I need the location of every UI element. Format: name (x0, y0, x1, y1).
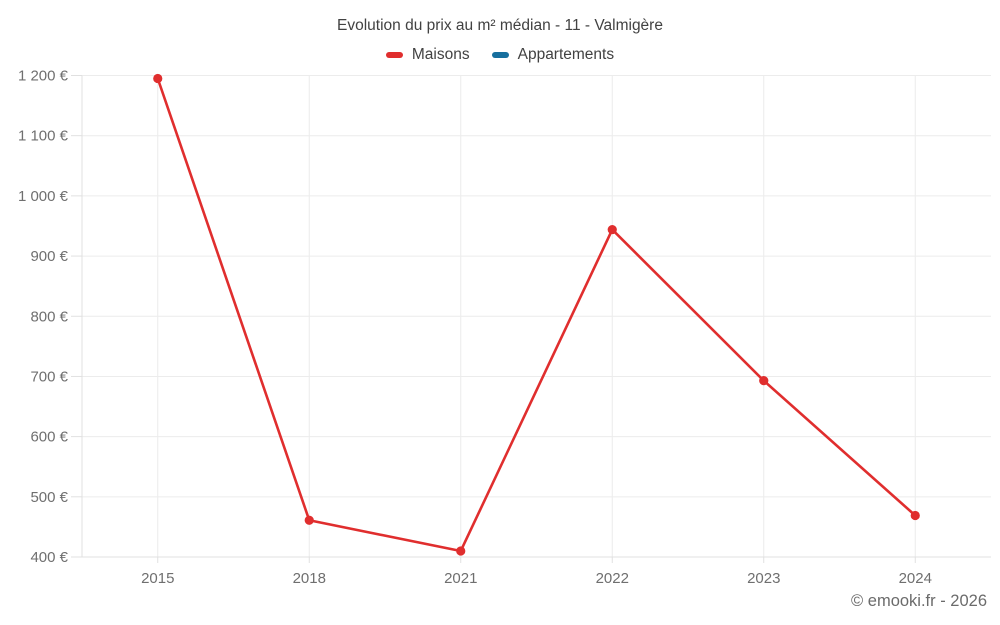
svg-text:1 000 €: 1 000 € (18, 188, 69, 205)
legend-label-maisons: Maisons (411, 46, 470, 63)
svg-text:600 €: 600 € (30, 429, 68, 446)
svg-text:2018: 2018 (293, 570, 326, 587)
chart-legend: Maisons Appartements (0, 46, 1000, 64)
svg-text:700 €: 700 € (30, 368, 68, 385)
legend-label-appartements: Appartements (517, 46, 615, 63)
svg-text:500 €: 500 € (30, 489, 68, 506)
svg-text:800 €: 800 € (30, 308, 68, 325)
svg-text:1 100 €: 1 100 € (18, 128, 69, 145)
svg-text:2024: 2024 (899, 570, 932, 587)
svg-text:2021: 2021 (444, 570, 477, 587)
svg-text:2015: 2015 (141, 570, 174, 587)
appartements-series-swatch-icon (491, 52, 509, 58)
maisons-series-swatch-icon (385, 52, 403, 58)
legend-item-appartements[interactable]: Appartements (491, 46, 615, 64)
svg-text:900 €: 900 € (30, 248, 68, 265)
svg-text:2023: 2023 (747, 570, 780, 587)
svg-text:2022: 2022 (596, 570, 629, 587)
chart-title: Evolution du prix au m² médian - 11 - Va… (337, 17, 663, 34)
svg-text:400 €: 400 € (30, 549, 68, 566)
legend-item-maisons[interactable]: Maisons (385, 46, 470, 64)
svg-text:1 200 €: 1 200 € (18, 68, 69, 85)
copyright: © emooki.fr - 2026 (851, 592, 987, 610)
